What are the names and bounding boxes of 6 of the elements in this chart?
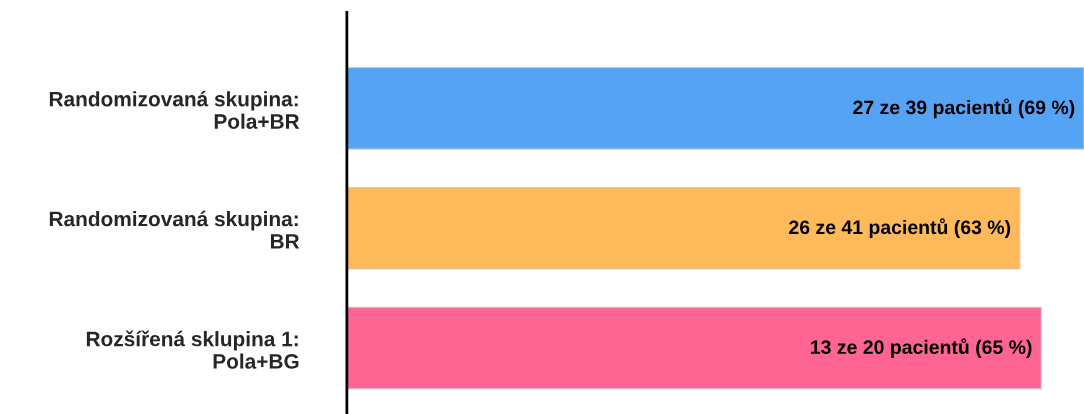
- data-label: 26 ze 41 pacientů (63 %): [789, 218, 1011, 239]
- data-label: 13 ze 20 pacientů (65 %): [811, 338, 1032, 358]
- data-label: 27 ze 39 pacientů (69 %): [853, 98, 1075, 119]
- y-tick-label: Rozšířená sklupina 1: Pola+BG: [86, 330, 299, 369]
- y-tick-label: Randomizovaná skupina: Pola+BR: [49, 90, 300, 129]
- y-tick-label: Randomizovaná skupina: BR: [49, 210, 300, 249]
